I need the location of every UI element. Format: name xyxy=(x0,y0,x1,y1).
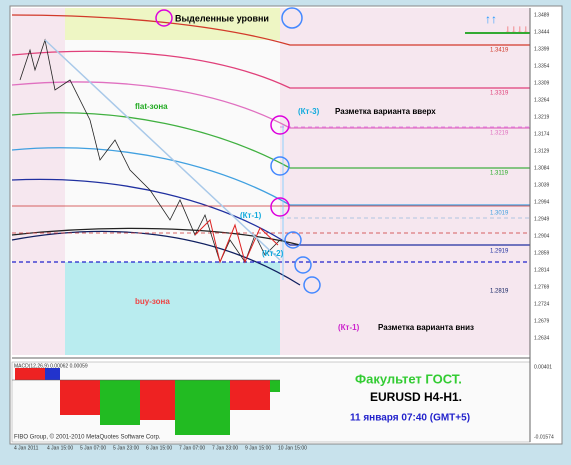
price-tick-label: 1.2994 xyxy=(534,199,550,205)
time-label: 4 Jan 15:00 xyxy=(47,445,73,451)
time-label: 5 Jan 07:00 xyxy=(80,445,106,451)
price-tick-label: 1.2859 xyxy=(534,250,550,256)
annotation: Разметка варианта вниз xyxy=(378,323,474,332)
indicator-label: MACD(12,26,9) 0.00062 0.00059 xyxy=(14,363,88,369)
title: Выделенные уровни xyxy=(175,13,269,23)
annotation: buy-зона xyxy=(135,297,170,306)
level-label: 1.3319 xyxy=(490,91,509,97)
copyright: FIBO Group, © 2001-2010 MetaQuotes Softw… xyxy=(14,434,161,441)
price-tick-label: 1.2814 xyxy=(534,267,550,273)
time-label: 7 Jan 07:00 xyxy=(179,445,205,451)
time-label: 5 Jan 23:00 xyxy=(113,445,139,451)
price-tick-label: 1.3399 xyxy=(534,46,550,52)
price-tick-label: 1.2904 xyxy=(534,233,550,239)
price-tick-label: 1.3444 xyxy=(534,29,550,35)
price-tick-label: 1.3489 xyxy=(534,12,550,18)
price-tick-label: 1.3309 xyxy=(534,80,550,86)
price-tick-label: 1.3354 xyxy=(534,63,550,69)
level-label: 1.2919 xyxy=(490,249,509,255)
svg-text:↑↑: ↑↑ xyxy=(485,12,497,26)
annotation: flat-зона xyxy=(135,102,168,111)
price-tick-label: 1.2949 xyxy=(534,216,550,222)
indicator-tick-label: 0.00401 xyxy=(534,364,552,370)
footer-text: 11 января 07:40 (GMT+5) xyxy=(350,413,470,424)
level-label: 1.2819 xyxy=(490,289,509,295)
footer-text: EURUSD H4-H1. xyxy=(370,390,462,404)
price-tick-label: 1.3264 xyxy=(534,97,550,103)
indicator-tick-label: -0.01574 xyxy=(534,434,554,440)
annotation: Разметка варианта вверх xyxy=(335,107,436,116)
price-tick-label: 1.2634 xyxy=(534,335,550,341)
level-label: 1.3019 xyxy=(490,211,509,217)
time-label: 7 Jan 23:00 xyxy=(212,445,238,451)
price-tick-label: 1.2724 xyxy=(534,301,550,307)
level-label: 1.3219 xyxy=(490,131,509,137)
level-label: 1.3419 xyxy=(490,48,509,54)
price-tick-label: 1.3219 xyxy=(534,114,550,120)
price-tick-label: 1.3084 xyxy=(534,165,550,171)
time-label: 6 Jan 15:00 xyxy=(146,445,172,451)
time-label: 4 Jan 2011 xyxy=(14,445,39,451)
price-tick-label: 1.3039 xyxy=(534,182,550,188)
annotation: (Кт-2) xyxy=(262,249,284,258)
annotation: (Кт-3) xyxy=(298,107,320,116)
time-label: 10 Jan 15:00 xyxy=(278,445,307,451)
svg-text:↓↓↓↓: ↓↓↓↓ xyxy=(505,22,529,36)
level-label: 1.3119 xyxy=(490,171,509,177)
annotation: (Кт-1) xyxy=(240,211,262,220)
price-tick-label: 1.2769 xyxy=(534,284,550,290)
price-tick-label: 1.3174 xyxy=(534,131,550,137)
annotation: (Кт-1) xyxy=(338,323,360,332)
price-tick-label: 1.3129 xyxy=(534,148,550,154)
time-label: 9 Jan 15:00 xyxy=(245,445,271,451)
price-tick-label: 1.2679 xyxy=(534,318,550,324)
footer-text: Факультет ГОСТ. xyxy=(355,371,462,386)
